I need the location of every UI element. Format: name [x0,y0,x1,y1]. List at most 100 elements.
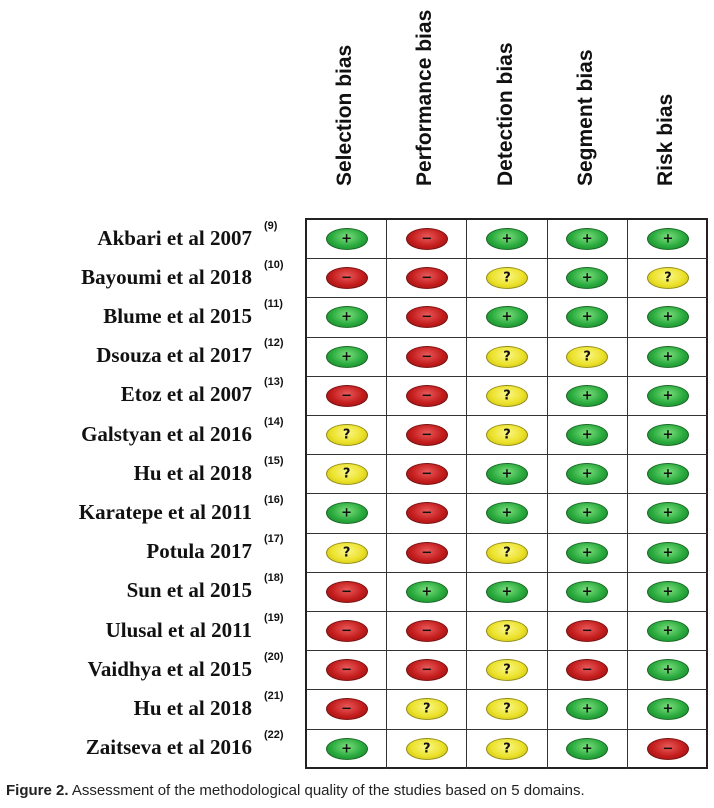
risk-symbol: ? [503,545,511,561]
grid-cell: − [307,690,388,730]
grid-cell: + [547,690,628,730]
grid-cell: + [547,376,628,416]
study-reference: (13) [264,376,284,389]
risk-low-badge: + [566,541,609,564]
domain-header-detection-bias: Detection bias [491,5,521,210]
risk-high-badge: − [405,228,448,251]
domain-header-label: Selection bias [333,44,357,186]
risk-high-badge: − [566,620,609,643]
grid-cell: − [547,651,628,691]
study-name: Dsouza et al 2017 [96,343,252,368]
grid-cell: ? [467,376,548,416]
grid-cell: + [307,337,388,377]
study-name: Vaidhya et al 2015 [87,656,252,681]
risk-symbol: − [341,701,353,717]
risk-symbol: ? [503,701,511,717]
study-name: Hu et al 2018 [133,460,252,485]
domain-header-label: Risk bias [653,93,677,186]
risk-unclear-badge: ? [485,620,528,643]
study-reference: (15) [264,454,284,467]
study-name: Ulusal et al 2011 [105,617,252,642]
study-name: Blume et al 2015 [103,304,252,328]
grid-cell: − [387,376,468,416]
study-reference: (12) [264,337,284,350]
study-name: Bayoumi et al 2018 [81,264,252,289]
grid-cell: + [627,220,708,260]
study-reference: (21) [264,690,284,702]
grid-cell: + [307,220,388,260]
grid-cell: + [627,573,708,612]
study-reference: (20) [264,650,284,663]
risk-low-badge: + [646,306,689,329]
grid-cell: + [547,259,628,299]
domain-header-label: Segment bias [573,49,597,186]
risk-symbol: + [341,231,353,247]
study-name: Potula 2017 [146,539,252,564]
grid-cell: − [307,376,388,416]
risk-of-bias-grid: + − + + + − −? +? + − + + + + −?? + − −? + +? −? + +? − + + + + − + + +… [305,218,708,769]
risk-low-badge: + [566,384,609,407]
risk-high-badge: − [405,306,448,329]
risk-unclear-badge: ? [485,541,528,564]
grid-cell: ? [387,729,468,769]
risk-high-badge: − [405,620,448,643]
risk-low-badge: + [485,580,528,603]
risk-symbol: + [581,466,593,482]
grid-cell: + [547,572,628,612]
grid-cell: − [387,298,468,338]
risk-low-badge: + [325,228,368,251]
grid-cell: + [307,298,388,338]
risk-symbol: + [662,584,674,600]
grid-cell: + [307,494,388,534]
risk-symbol: − [581,662,593,678]
risk-symbol: − [421,466,433,482]
risk-symbol: + [662,623,674,639]
risk-high-badge: − [325,659,368,682]
risk-low-badge: + [646,463,689,486]
risk-symbol: + [341,741,353,757]
risk-low-badge: + [566,306,609,329]
study-reference: (16) [264,494,284,506]
risk-symbol: ? [503,623,511,639]
grid-cell: + [467,455,548,495]
grid-cell: + [467,572,548,612]
domain-header-label: Detection bias [493,42,517,186]
grid-cell: − [307,612,388,652]
risk-symbol: + [662,388,674,404]
risk-low-badge: + [485,502,528,525]
grid-cell: − [387,259,468,299]
risk-symbol: − [421,388,433,404]
risk-unclear-badge: ? [485,345,528,368]
study-name: Sun et al 2015 [126,578,252,603]
risk-symbol: − [421,427,433,443]
risk-symbol: + [341,349,353,365]
grid-cell: − [387,612,468,652]
study-reference: (9) [264,219,278,232]
risk-low-badge: + [566,580,609,603]
grid-cell: − [387,494,468,534]
risk-symbol: + [581,427,593,443]
grid-cell: ? [467,533,548,573]
risk-symbol: − [421,309,433,325]
risk-low-badge: + [566,698,609,721]
risk-high-badge: − [405,345,448,368]
risk-symbol: − [341,388,353,404]
domain-header-selection-bias: Selection bias [330,5,360,210]
risk-symbol: ? [503,662,511,678]
study-reference: (17) [264,533,284,546]
risk-low-badge: + [405,580,448,603]
grid-cell: ? [467,651,548,691]
risk-symbol: − [341,623,353,639]
grid-cell: − [307,651,388,691]
risk-symbol: − [341,584,353,600]
risk-symbol: + [501,584,513,600]
risk-low-badge: + [646,620,689,643]
grid-cell: + [547,533,628,573]
study-name: Galstyan et al 2016 [81,421,252,446]
grid-cell: + [627,338,708,377]
risk-symbol: + [662,466,674,482]
risk-high-badge: − [325,620,368,643]
study-name: Karatepe et al 2011 [78,500,252,524]
risk-high-badge: − [405,267,448,290]
